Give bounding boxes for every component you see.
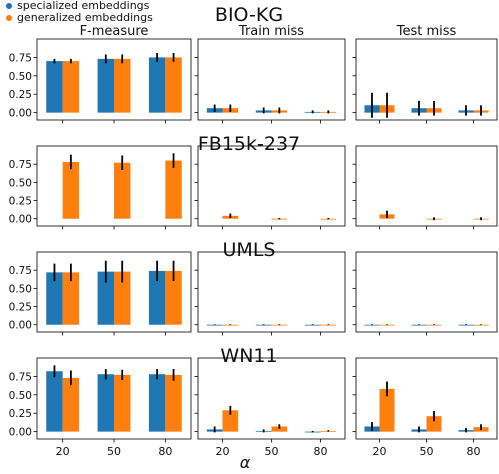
bar-generalized: [473, 324, 489, 326]
y-tick-label: 0.00: [9, 108, 32, 120]
x-tick-label: 50: [265, 445, 279, 458]
bar-specialized: [206, 324, 223, 326]
y-tick-label: 0.50: [9, 71, 32, 83]
axes-frame: [197, 251, 346, 333]
legend-marker-specialized: [6, 3, 12, 9]
legend-item-specialized: specialized embeddings: [2, 0, 153, 12]
y-tick-label: 0.25: [9, 302, 32, 314]
bar-specialized: [148, 374, 166, 432]
bar-generalized: [222, 410, 239, 432]
y-tick-label: 0.75: [9, 265, 32, 277]
bar-specialized: [255, 324, 272, 326]
x-tick-label: 50: [107, 445, 121, 458]
y-tick-label: 0.50: [9, 390, 32, 402]
panel-r0-c2: [352, 38, 498, 124]
y-tick-label: 0.00: [9, 214, 32, 226]
bar-generalized: [271, 324, 288, 326]
bar-generalized: [114, 374, 131, 432]
bar-generalized: [62, 61, 80, 113]
bar-specialized: [97, 374, 114, 432]
x-tick-label: 80: [158, 445, 172, 458]
bar-generalized: [426, 416, 442, 432]
axes-frame: [197, 145, 346, 227]
legend-label-specialized: specialized embeddings: [17, 0, 150, 12]
bar-generalized: [426, 324, 442, 326]
y-tick-label: 0.50: [9, 177, 32, 189]
x-tick-label: 20: [373, 445, 387, 458]
dataset-title-2: UMLS: [223, 239, 276, 261]
axes-frame: [197, 38, 346, 121]
bar-specialized: [148, 270, 166, 325]
x-tick-label: 50: [420, 445, 434, 458]
y-tick-label: 0.25: [9, 408, 32, 420]
dataset-title-3: WN11: [220, 345, 277, 367]
panel-r3-c2: 20 50 80: [352, 357, 498, 458]
x-tick-label: 20: [216, 445, 230, 458]
bar-generalized: [271, 426, 288, 432]
y-tick-label: 0.75: [9, 159, 32, 171]
legend-item-generalized: generalized embeddings: [2, 12, 153, 24]
panel-r2-c0: 0.00 0.25 0.50 0.75: [9, 251, 192, 336]
bar-specialized: [46, 371, 63, 432]
dataset-title-1: FB15k-237: [198, 133, 300, 155]
y-tick-label: 0.00: [9, 320, 32, 332]
y-tick-label: 0.75: [9, 52, 32, 64]
y-tick-label: 0.00: [9, 427, 32, 439]
bar-specialized: [46, 272, 63, 325]
bar-generalized: [165, 160, 182, 219]
panel-r1-c0: 0.00 0.25 0.50 0.75: [9, 145, 192, 230]
panel-r3-c1: 20 50 80: [194, 357, 346, 458]
panel-r2-c1: [194, 251, 346, 336]
legend-marker-generalized: [6, 15, 12, 21]
bar-generalized: [62, 377, 80, 432]
bar-specialized: [148, 57, 166, 113]
x-tick-label: 80: [467, 445, 481, 458]
column-title-2: Test miss: [396, 24, 457, 39]
bar-specialized: [97, 271, 114, 325]
bar-generalized: [62, 272, 80, 325]
bar-generalized: [114, 58, 131, 113]
bar-generalized: [165, 270, 182, 325]
bar-generalized: [379, 324, 395, 326]
bar-generalized: [165, 374, 182, 432]
bar-specialized: [364, 324, 380, 326]
bar-generalized: [165, 57, 182, 113]
bar-generalized: [114, 162, 131, 219]
bar-generalized: [62, 162, 80, 219]
column-title-1: Train miss: [238, 24, 304, 39]
legend-label-generalized: generalized embeddings: [17, 11, 153, 24]
x-tick-label: 80: [314, 445, 328, 458]
bar-specialized: [46, 61, 63, 113]
y-tick-label: 0.75: [9, 371, 32, 383]
panel-r1-c2: [352, 145, 498, 230]
panel-r3-c0: 0.00 0.25 0.50 0.75 20 50 80: [9, 357, 192, 458]
bar-generalized: [379, 388, 395, 432]
legend: specialized embeddings generalized embed…: [2, 0, 153, 24]
panel-r0-c0: 0.00 0.25 0.50 0.75: [9, 38, 192, 124]
y-tick-label: 0.25: [9, 89, 32, 101]
x-axis-label: α: [240, 453, 251, 472]
bar-specialized: [304, 324, 321, 326]
axes-frame: [355, 251, 498, 333]
panel-r0-c1: [194, 38, 346, 124]
y-tick-label: 0.25: [9, 196, 32, 208]
column-title-0: F-measure: [80, 24, 149, 39]
bar-generalized: [222, 324, 239, 326]
panel-r2-c2: [352, 251, 498, 336]
x-tick-label: 20: [56, 445, 70, 458]
panel-r1-c1: [194, 145, 346, 230]
bar-specialized: [458, 324, 474, 326]
bar-specialized: [97, 58, 114, 113]
dataset-title-0: BIO-KG: [215, 4, 283, 26]
y-tick-label: 0.50: [9, 283, 32, 295]
axes-frame: [355, 145, 498, 227]
bar-generalized: [320, 324, 337, 326]
bar-specialized: [411, 324, 427, 326]
bar-generalized: [114, 271, 131, 325]
